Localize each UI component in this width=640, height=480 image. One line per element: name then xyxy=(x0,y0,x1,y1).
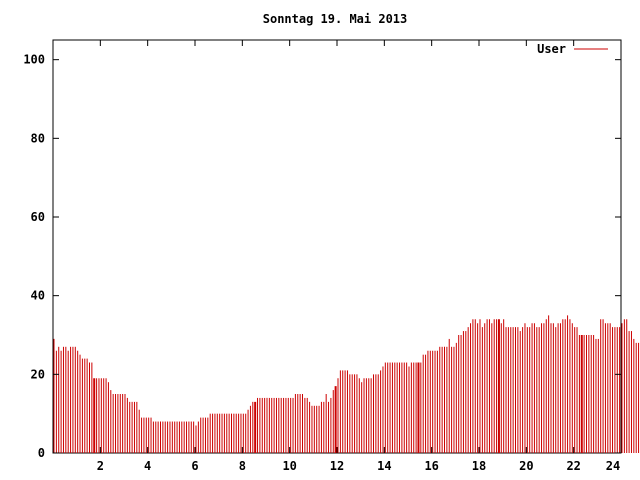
plot-frame xyxy=(52,39,622,454)
chart-title: Sonntag 19. Mai 2013 xyxy=(263,12,408,26)
y-tick-label: 0 xyxy=(38,446,45,460)
x-tick-label: 14 xyxy=(377,459,391,473)
x-tick-label: 4 xyxy=(144,459,151,473)
x-tick-label: 10 xyxy=(282,459,296,473)
y-tick-label: 20 xyxy=(31,367,45,381)
x-tick-label: 8 xyxy=(239,459,246,473)
x-tick-label: 22 xyxy=(566,459,580,473)
x-tick-label: 18 xyxy=(472,459,486,473)
x-tick-label: 2 xyxy=(97,459,104,473)
y-tick-label: 60 xyxy=(31,210,45,224)
x-tick-label: 24 xyxy=(606,459,620,473)
bars-group xyxy=(53,315,640,453)
x-tick-label: 20 xyxy=(519,459,533,473)
x-tick-label: 12 xyxy=(330,459,344,473)
legend: User xyxy=(537,42,608,56)
y-tick-label: 40 xyxy=(31,289,45,303)
legend-label-user: User xyxy=(537,42,566,56)
x-tick-label: 6 xyxy=(191,459,198,473)
y-tick-label: 80 xyxy=(31,131,45,145)
x-tick-label: 16 xyxy=(424,459,438,473)
y-tick-label: 100 xyxy=(23,53,45,67)
